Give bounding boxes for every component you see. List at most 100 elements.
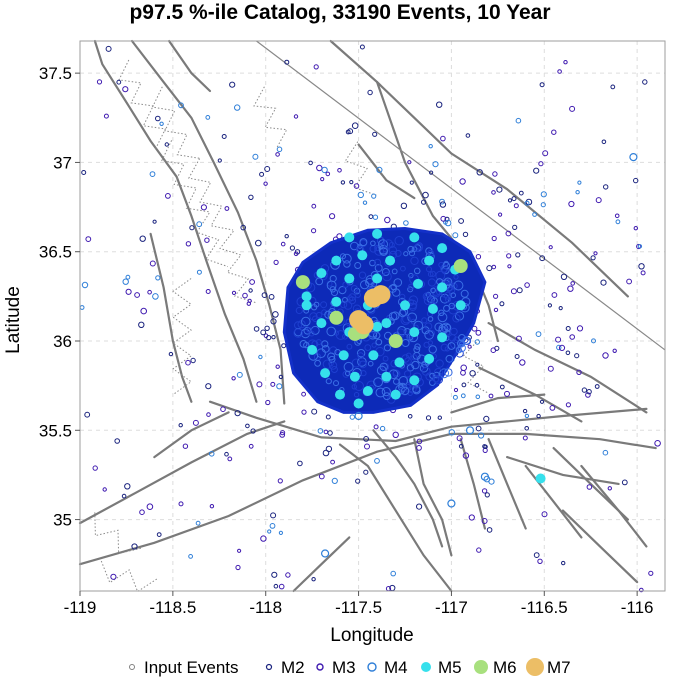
event-m6 (453, 259, 468, 273)
event-marker (602, 449, 609, 456)
cluster-event (342, 297, 348, 303)
event-marker (475, 362, 480, 367)
event-marker (538, 161, 544, 167)
cluster-event (448, 304, 459, 315)
event-marker (507, 264, 512, 269)
event-marker (516, 287, 523, 294)
event-marker (547, 303, 553, 308)
gridlines (79, 41, 665, 591)
event-marker (204, 237, 210, 243)
event-marker (209, 504, 215, 509)
event-marker (149, 171, 156, 178)
event-m5 (372, 273, 383, 284)
cluster-event (382, 355, 389, 362)
event-marker (499, 301, 505, 307)
cluster-event (426, 295, 435, 304)
event-marker (574, 353, 580, 359)
cluster-event (434, 322, 444, 332)
y-tick-label: 37.5 (39, 64, 72, 83)
event-marker (349, 414, 355, 420)
event-marker (648, 570, 654, 576)
event-marker (357, 191, 364, 199)
legend-label: M3 (332, 658, 356, 677)
event-marker (235, 564, 241, 571)
event-marker (511, 196, 517, 202)
cluster-event (382, 271, 392, 282)
event-marker (600, 279, 607, 286)
event-marker (373, 424, 379, 430)
cluster-event (369, 259, 376, 267)
event-marker (557, 69, 562, 74)
event-marker (265, 399, 271, 406)
event-marker (585, 392, 591, 398)
event-marker (586, 389, 592, 395)
fault-zone (161, 140, 209, 213)
x-axis: -119 -118.5 -118 -117.5 -117 -116.5 -116 (64, 591, 654, 617)
fault-line (524, 464, 583, 539)
event-marker (610, 84, 616, 90)
cluster-event (398, 309, 407, 318)
fault-line (78, 432, 657, 566)
event-marker (325, 171, 331, 177)
event-marker (116, 79, 122, 85)
cluster-event (411, 360, 420, 370)
event-marker (637, 244, 643, 249)
fault-line (338, 443, 453, 593)
cluster-event (357, 357, 367, 367)
cluster-event (409, 250, 415, 257)
cluster-event (325, 378, 332, 385)
event-marker (392, 431, 399, 438)
large-events (295, 153, 638, 558)
event-marker (459, 178, 466, 185)
cluster-event (444, 368, 453, 377)
fault-line (561, 509, 639, 584)
event-marker (476, 547, 482, 553)
event-m5 (437, 332, 448, 343)
event-marker (491, 190, 496, 195)
event-m5 (353, 398, 364, 409)
event-marker (436, 101, 443, 108)
event-marker (103, 113, 109, 119)
cluster-event (388, 242, 395, 248)
event-m5 (307, 344, 318, 355)
cluster-event (379, 247, 388, 256)
event-marker (467, 344, 472, 349)
event-marker (236, 371, 243, 378)
event-marker (331, 477, 338, 484)
event-marker (278, 583, 285, 590)
cluster-event (375, 338, 383, 346)
event-marker (125, 274, 131, 280)
event-marker (539, 399, 545, 404)
cluster-event (426, 266, 432, 273)
cluster-event (455, 346, 463, 354)
cluster-event (394, 236, 404, 246)
fault-line (149, 232, 193, 403)
event-marker (570, 281, 576, 286)
cluster-event (453, 280, 464, 291)
event-marker (437, 415, 442, 420)
event-marker (547, 365, 554, 372)
event-marker (205, 383, 212, 390)
event-marker (189, 225, 195, 231)
event-marker (642, 79, 648, 85)
event-marker (505, 230, 512, 237)
event-marker (514, 354, 520, 359)
event-marker (539, 255, 546, 262)
event-marker (259, 171, 265, 177)
event-marker (376, 166, 383, 173)
event-marker (355, 478, 361, 484)
event-marker (448, 429, 455, 436)
fault-line (459, 438, 486, 530)
event-marker (576, 325, 584, 332)
cluster-event (438, 261, 445, 268)
cluster-event (330, 366, 338, 373)
event-marker (147, 289, 152, 295)
x-tick-label: -116.5 (521, 598, 568, 617)
event-marker (102, 487, 107, 492)
event-marker (196, 269, 202, 275)
event-marker (234, 410, 241, 417)
cluster-event (398, 376, 409, 386)
fault-line (450, 393, 546, 414)
cluster-event (320, 301, 328, 309)
event-marker (469, 370, 476, 377)
